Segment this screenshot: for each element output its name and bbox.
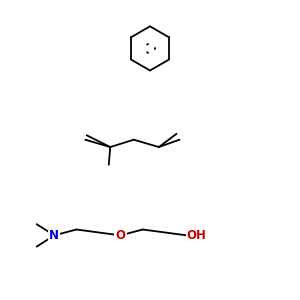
Text: N: N [49,229,59,242]
Text: O: O [116,229,126,242]
Text: OH: OH [187,229,207,242]
